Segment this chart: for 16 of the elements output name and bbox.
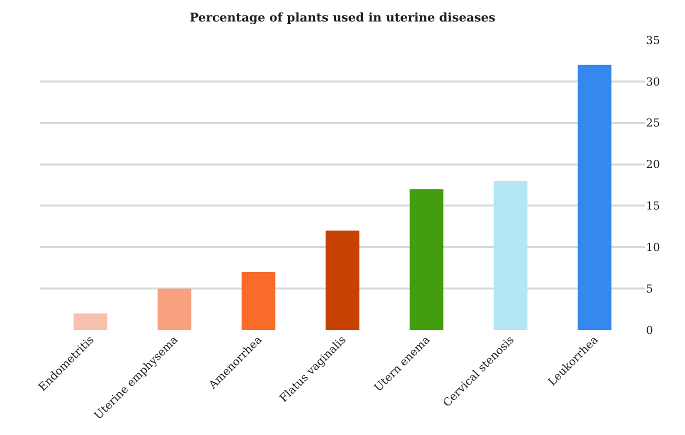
y-tick-label: 30 [646,75,660,88]
bar [326,230,360,330]
y-tick-label: 5 [646,282,653,296]
y-tick-label: 35 [646,34,660,47]
y-tick-label: 25 [646,116,660,130]
bar [158,288,192,330]
y-tick-label: 0 [646,324,653,337]
y-tick-label: 20 [646,158,660,172]
bar [410,189,444,330]
y-tick-label: 10 [646,240,660,254]
bar [242,272,276,330]
bar [578,64,612,330]
chart-title: Percentage of plants used in uterine diseases [190,10,496,24]
bar [74,313,108,330]
bar [494,180,528,330]
y-tick-label: 15 [646,200,660,213]
